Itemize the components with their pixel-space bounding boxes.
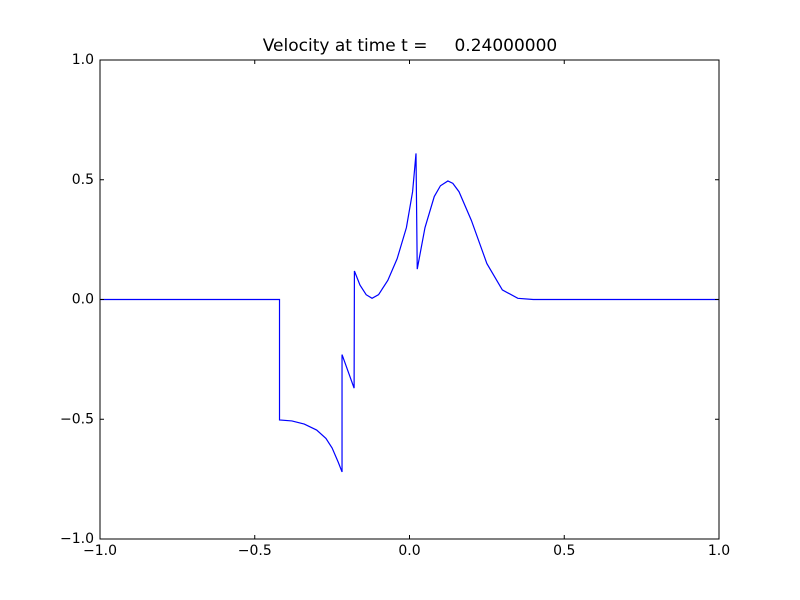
data-line bbox=[100, 153, 719, 473]
y-tick-label: 0.0 bbox=[72, 292, 94, 308]
y-tick-label: 0.5 bbox=[72, 172, 94, 188]
x-tick-label: 0.5 bbox=[553, 543, 575, 559]
x-tick-label: 0.0 bbox=[398, 543, 420, 559]
y-tick-label: 1.0 bbox=[72, 52, 94, 68]
chart-title: Velocity at time t = 0.24000000 bbox=[263, 36, 557, 56]
x-tick-label: −1.0 bbox=[83, 543, 117, 559]
y-tick-label: −0.5 bbox=[60, 411, 94, 427]
y-tick-label: −1.0 bbox=[60, 531, 94, 547]
x-tick-label: −0.5 bbox=[238, 543, 272, 559]
x-tick-label: 1.0 bbox=[708, 543, 730, 559]
